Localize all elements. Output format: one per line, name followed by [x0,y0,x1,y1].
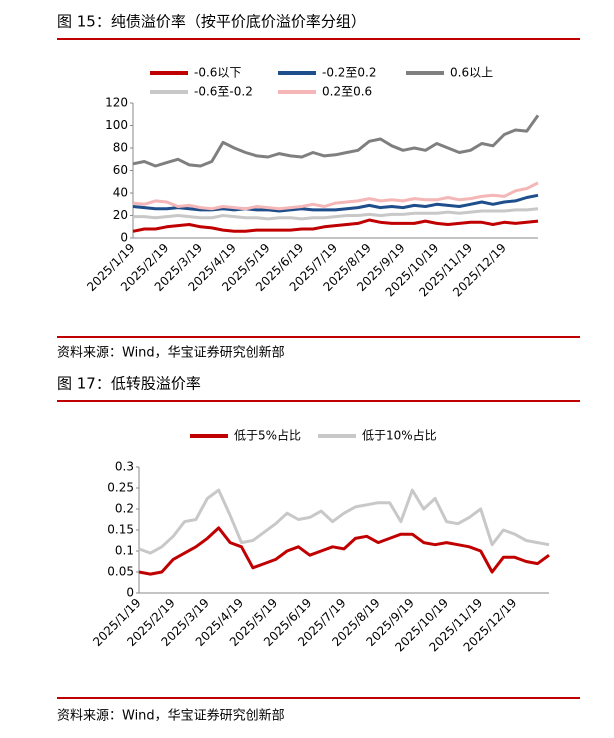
y-tick-label: 100 [105,118,128,132]
legend-label: -0.6以下 [194,66,241,80]
y-tick-label: 0.2 [115,502,134,516]
source-note: 资料来源：Wind，华宝证券研究创新部 [57,708,285,724]
series-line [132,114,540,168]
series-line [132,181,539,211]
y-tick-label: 0.15 [107,523,134,537]
series-line [138,526,550,576]
legend-label: 0.2至0.6 [322,85,372,99]
y-tick-label: 120 [105,96,128,110]
legend-label: 低于10%占比 [362,428,437,443]
y-tick-label: 40 [113,186,128,200]
legend-label: -0.6至-0.2 [194,85,253,99]
series-line [132,218,539,233]
y-tick-label: 0 [126,586,134,600]
source-note: 资料来源：Wind，华宝证券研究创新部 [57,345,285,361]
y-tick-label: 60 [113,163,128,177]
y-tick-label: 80 [113,141,128,155]
legend-label: -0.2至0.2 [322,66,377,80]
legend-label: 低于5%占比 [234,428,301,443]
y-tick-label: 0 [120,231,128,245]
series-line [132,193,539,213]
legend-label: 0.6以上 [450,66,493,80]
y-tick-label: 20 [113,208,128,222]
series-line [133,207,539,221]
y-tick-label: 0.3 [115,460,134,474]
y-tick-label: 0.25 [107,481,134,495]
figure-title: 图 15：纯债溢价率（按平价底价溢价率分组） [57,13,366,31]
series-line [138,488,550,555]
figure-title: 图 17：低转股溢价率 [57,375,201,393]
y-tick-label: 0.1 [115,544,134,558]
y-tick-label: 0.05 [107,565,134,579]
